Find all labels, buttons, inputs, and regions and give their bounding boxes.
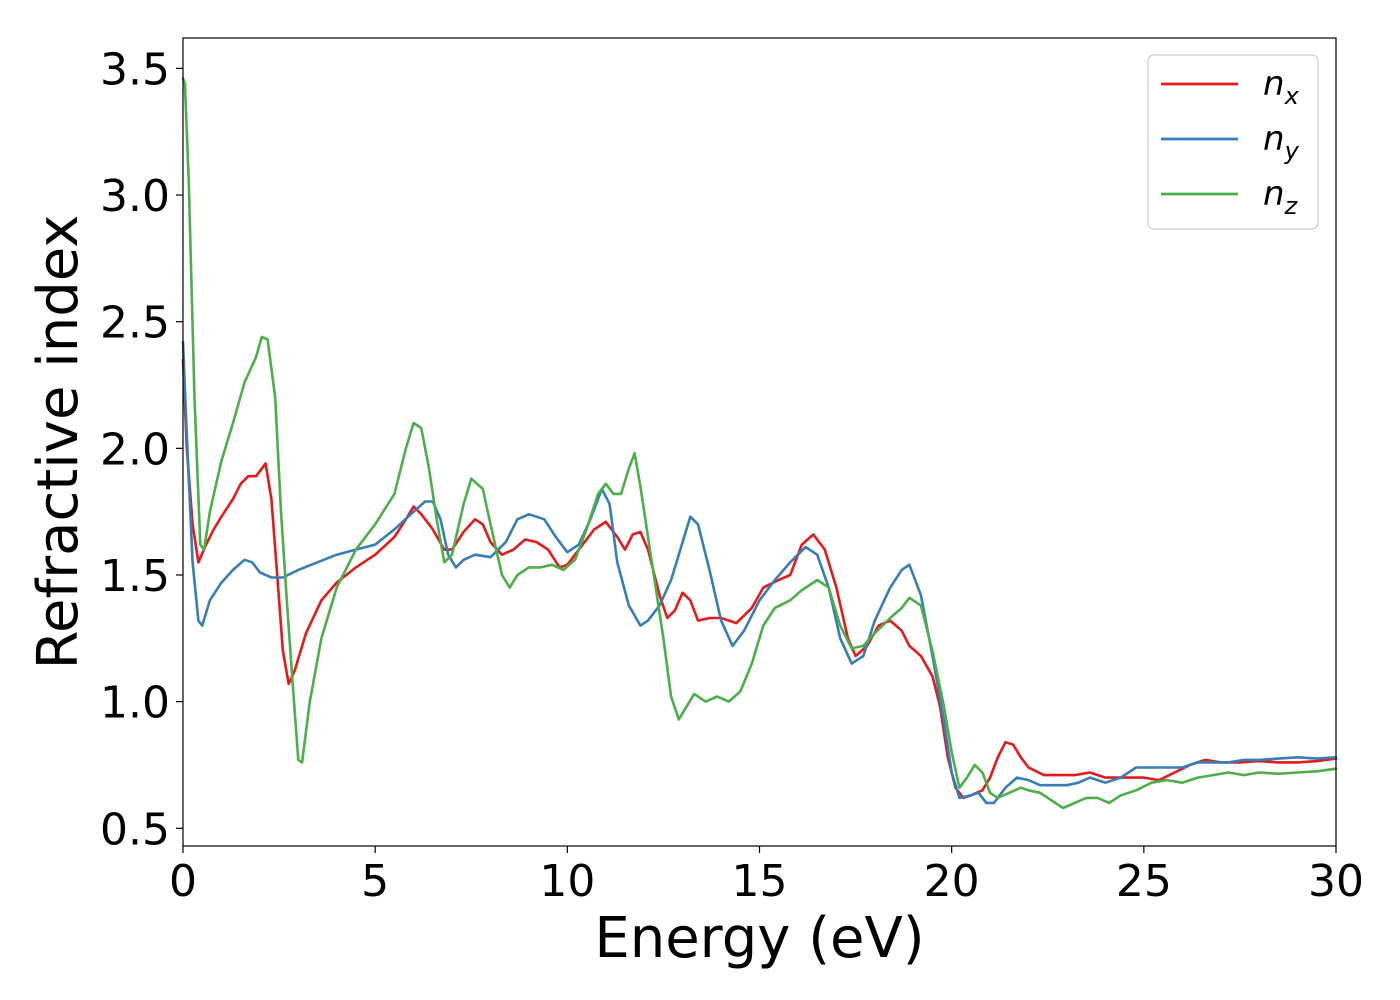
legend-label-n-x: nx: [1263, 64, 1300, 110]
y-tick-label: 0.5: [100, 804, 170, 855]
y-tick-label: 1.5: [100, 551, 170, 602]
x-tick-label: 0: [169, 856, 197, 907]
x-tick-label: 5: [361, 856, 389, 907]
legend-label-n-y: ny: [1263, 119, 1300, 165]
x-tick-label: 15: [732, 856, 788, 907]
series-line-n-y: [181, 340, 1338, 805]
x-axis: 0 5 10 15 20 25 30: [169, 846, 1364, 907]
legend: nx ny nz: [1147, 54, 1319, 230]
x-tick-label: 20: [924, 856, 980, 907]
x-tick-label: 25: [1116, 856, 1172, 907]
y-axis-label: Refractive index: [26, 215, 91, 670]
y-tick-label: 3.5: [100, 44, 170, 95]
plot-background: [183, 38, 1336, 846]
y-axis: 0.5 1.0 1.5 2.0 2.5 3.0 3.5: [100, 44, 183, 855]
x-tick-label: 10: [539, 856, 595, 907]
legend-box: [1147, 54, 1319, 230]
x-tick-label: 30: [1308, 856, 1364, 907]
y-tick-label: 2.0: [100, 424, 170, 475]
x-axis-label: Energy (eV): [594, 906, 924, 971]
y-tick-label: 3.0: [100, 171, 170, 222]
legend-label-n-z: nz: [1263, 174, 1299, 220]
y-tick-label: 1.0: [100, 678, 170, 729]
series-line-n-z: [181, 77, 1338, 810]
series-layer: [181, 77, 1338, 810]
y-tick-label: 2.5: [100, 298, 170, 349]
series-line-n-x: [181, 358, 1338, 800]
